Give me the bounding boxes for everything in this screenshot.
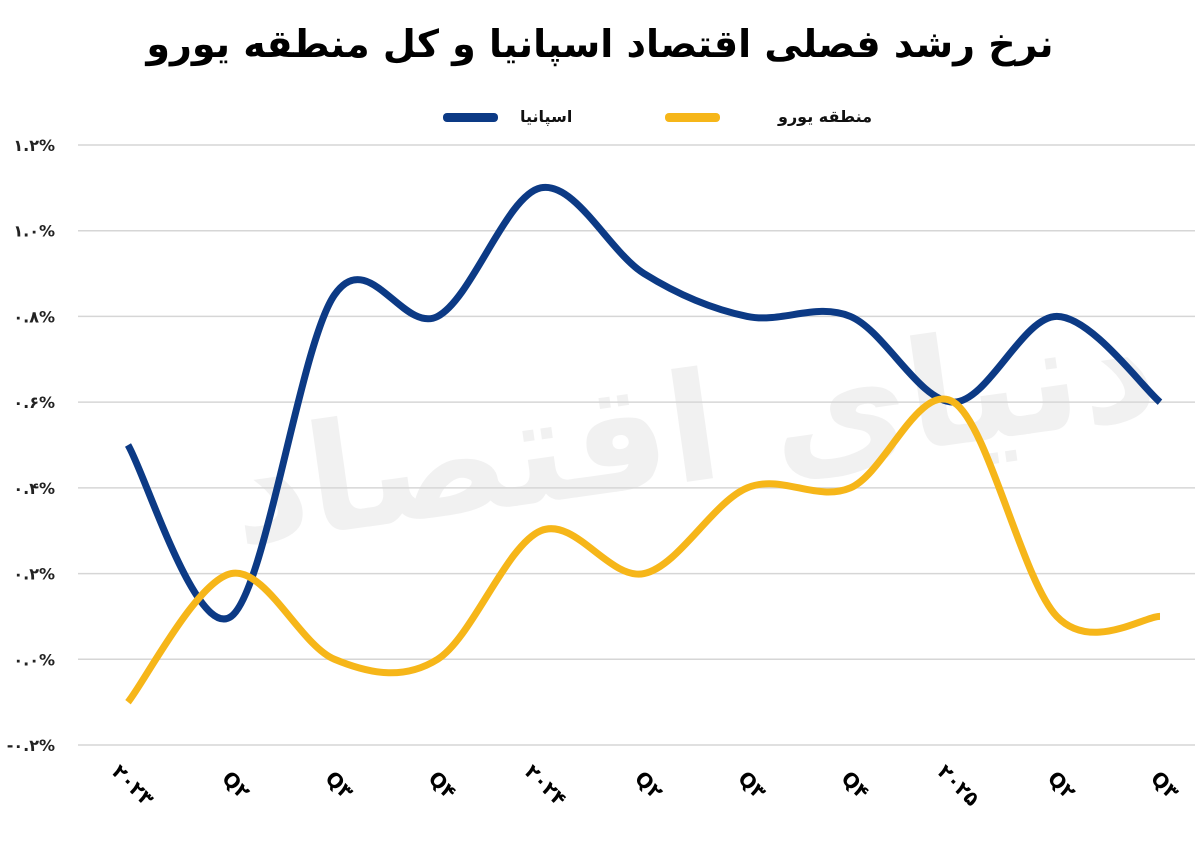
y-tick-label: ۰.۸% [13,307,55,326]
y-tick-label: -۰.۲% [7,736,55,755]
x-tick-label: Q۳ [321,766,359,804]
x-tick-label: ۲۰۲۵ [933,759,984,810]
legend-swatch [665,113,720,122]
y-tick-label: ۰.۲% [13,565,55,584]
y-tick-label: ۱.۰% [13,222,55,241]
x-tick-label: Q۳ [733,766,771,804]
x-tick-label: Q۲ [630,766,668,804]
x-tick-label: Q۳ [1146,766,1184,804]
x-tick-label: Q۴ [424,766,462,804]
x-tick-label: Q۲ [217,766,255,804]
y-tick-label: ۰.۴% [13,479,55,498]
y-tick-label: ۰.۶% [13,393,55,412]
legend-label: اسپانیا [520,107,572,127]
legend-label: منطقه یورو [777,107,872,126]
x-tick-label: Q۲ [1043,766,1081,804]
x-tick-label: Q۴ [837,766,875,804]
chart-title: نرخ رشد فصلی اقتصاد اسپانیا و کل منطقه ی… [146,22,1054,66]
x-tick-label: ۲۰۲۳ [107,759,158,810]
y-tick-label: ۰.۰% [13,650,55,669]
legend-swatch [443,113,498,122]
x-tick-label: ۲۰۲۴ [520,759,571,810]
y-tick-label: ۱.۲% [13,136,55,155]
series-line-0 [124,184,1163,623]
